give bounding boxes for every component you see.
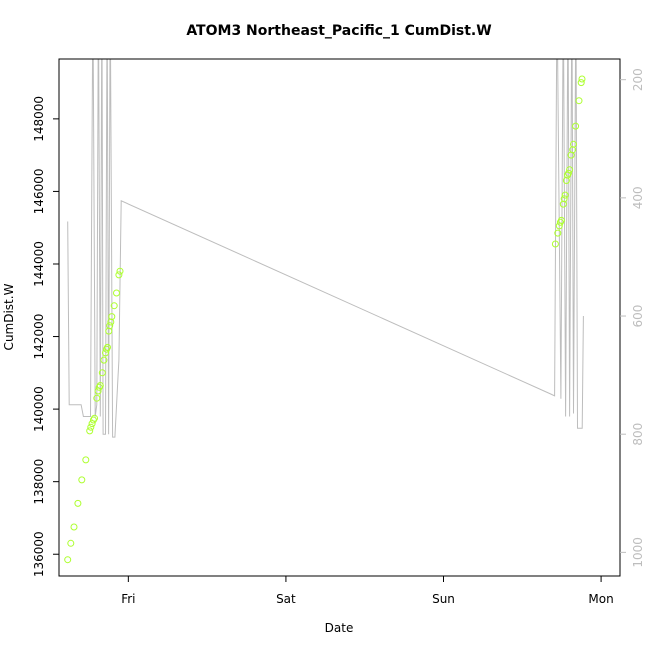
- data-point: [565, 169, 572, 177]
- x-tick-label: Fri: [121, 592, 135, 606]
- y2-tick-label: 200: [631, 68, 645, 91]
- data-point: [67, 539, 75, 547]
- data-point: [95, 383, 103, 391]
- data-point: [104, 343, 111, 351]
- data-point: [64, 556, 72, 564]
- data-point: [578, 75, 586, 83]
- y-tick-label: 148000: [32, 96, 46, 142]
- data-point: [96, 382, 104, 389]
- data-point: [78, 476, 86, 484]
- x-tick-label: Sat: [276, 592, 296, 606]
- plot-frame: [58, 58, 621, 577]
- y2-tick-label: 600: [631, 305, 645, 328]
- data-point: [70, 523, 78, 531]
- x-axis-label: Date: [325, 621, 354, 635]
- data-point: [561, 191, 569, 199]
- data-point: [551, 240, 559, 248]
- y-tick-label: 146000: [32, 169, 46, 215]
- data-point: [554, 229, 562, 237]
- data-point: [98, 369, 106, 377]
- data-point: [116, 267, 124, 275]
- data-point: [74, 499, 82, 507]
- y-axis-label: CumDist.W: [2, 283, 16, 350]
- y2-tick-label: 1000: [631, 537, 645, 568]
- data-point: [572, 122, 580, 130]
- y2-tick-label: 400: [631, 186, 645, 209]
- data-point: [566, 166, 574, 174]
- data-point: [110, 302, 118, 310]
- data-point: [560, 195, 568, 203]
- chart-title: ATOM3 Northeast_Pacific_1 CumDist.W: [186, 23, 491, 39]
- data-point: [82, 456, 90, 464]
- data-point: [93, 394, 101, 402]
- data-point: [86, 427, 94, 435]
- data-point: [100, 356, 108, 364]
- data-point: [108, 313, 116, 321]
- data-point: [569, 146, 577, 154]
- series-layer: [64, 59, 586, 564]
- y-tick-label: 144000: [32, 241, 46, 287]
- data-point: [575, 97, 583, 105]
- data-point: [557, 216, 565, 224]
- data-point: [106, 322, 114, 330]
- axes-layer: Fri Sat Sun Mon 136000 138000 140000 142000 1440…: [32, 58, 645, 606]
- data-point: [570, 140, 577, 148]
- series-line: [67, 59, 584, 438]
- data-point: [87, 423, 95, 431]
- y-tick-label: 140000: [32, 386, 46, 432]
- data-point: [91, 414, 98, 422]
- x-tick-label: Sun: [432, 592, 455, 606]
- data-point: [115, 271, 123, 279]
- data-point: [89, 416, 97, 424]
- y-tick-label: 138000: [32, 459, 46, 505]
- x-tick-label: Mon: [588, 592, 613, 606]
- y2-tick-label: 800: [631, 423, 645, 446]
- y-tick-label: 136000: [32, 531, 46, 577]
- y-tick-label: 142000: [32, 314, 46, 360]
- data-point: [577, 79, 585, 87]
- data-point: [113, 289, 120, 297]
